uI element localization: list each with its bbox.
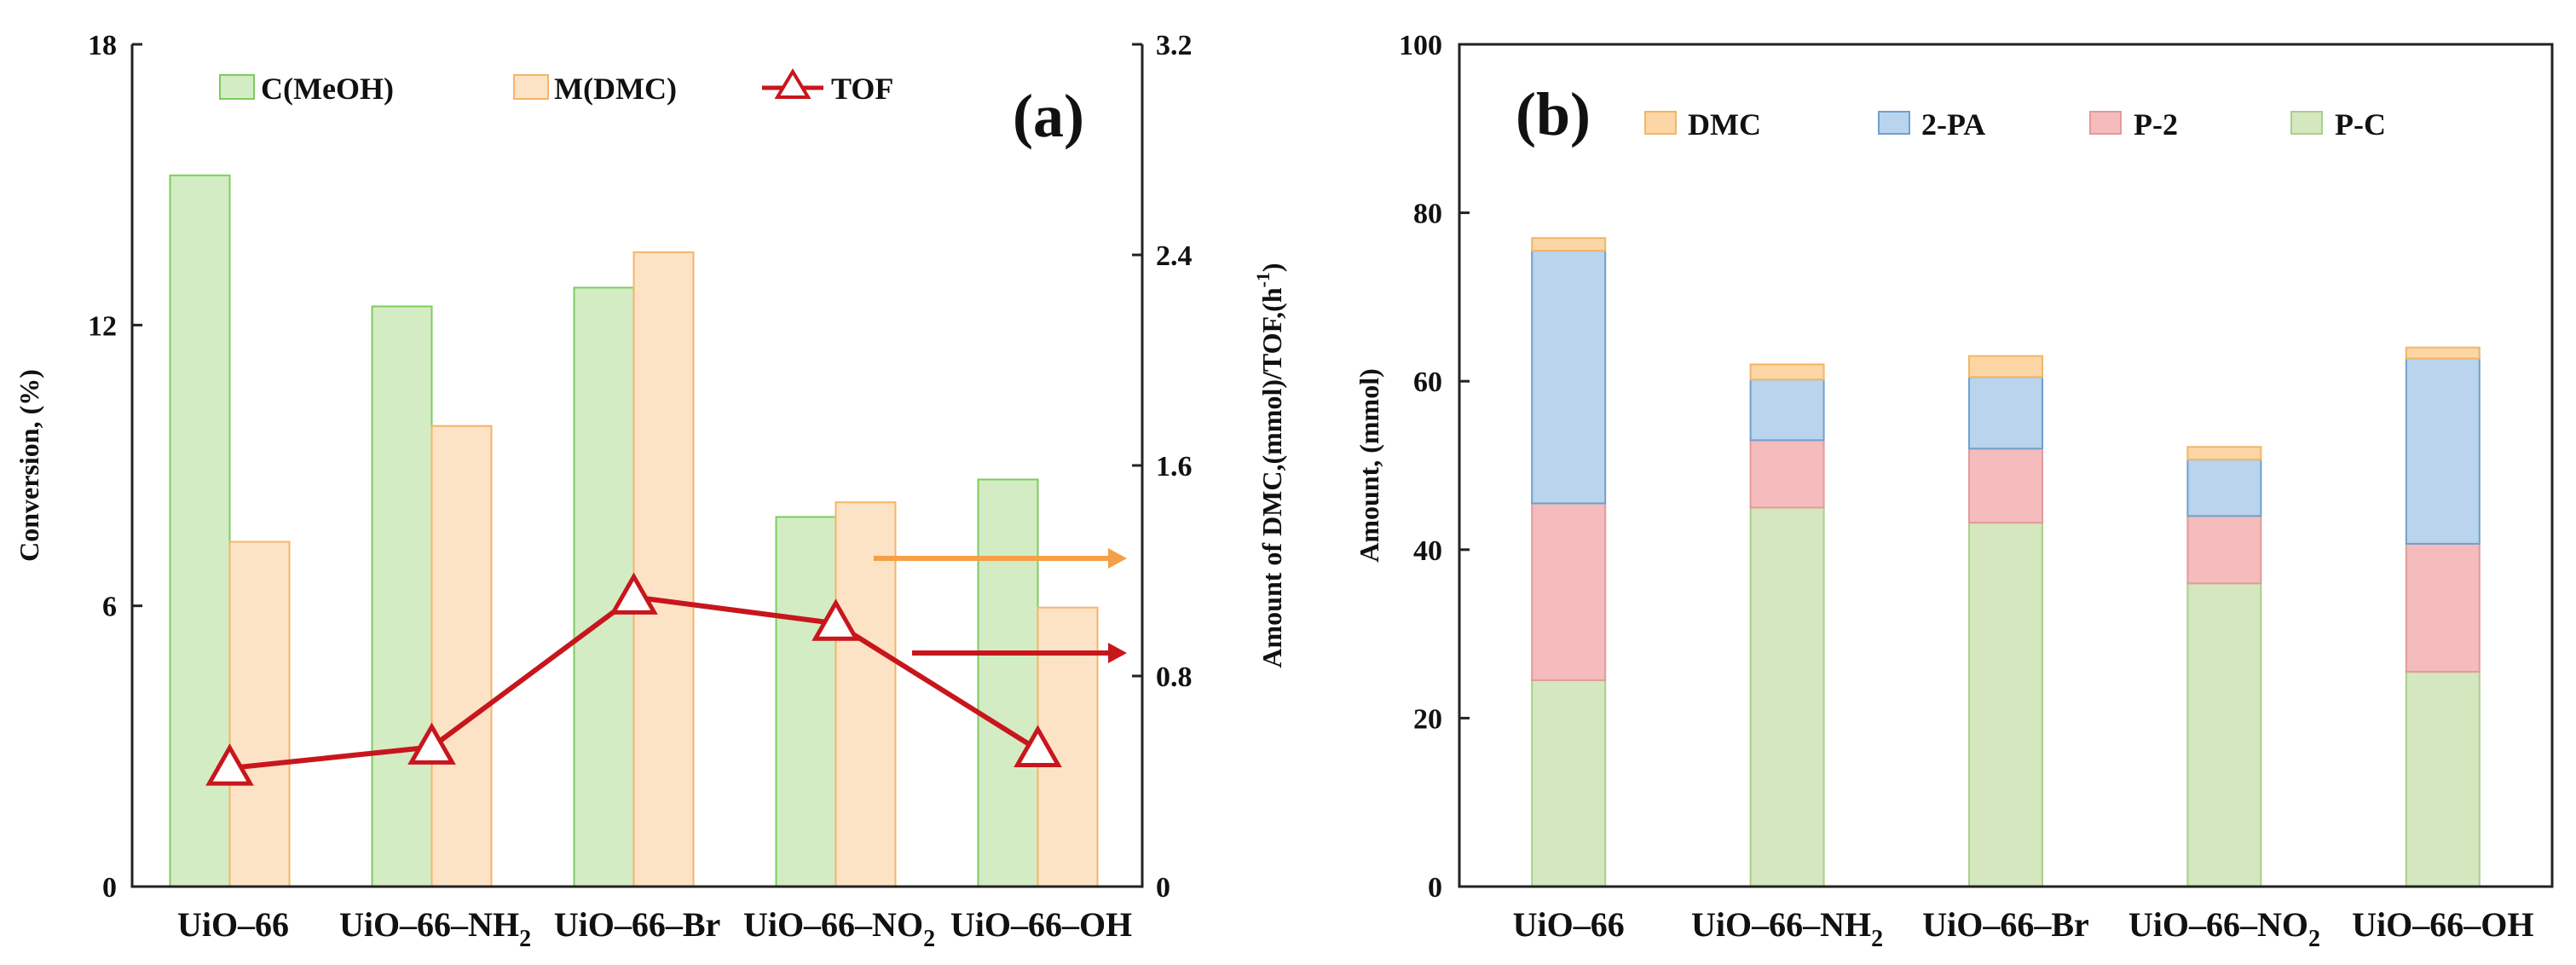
segment-p-2-uio-66-nh2 bbox=[1749, 439, 1825, 509]
segment-dmc-uio-66 bbox=[1531, 237, 1607, 252]
y2-tick-label-0-8: 0.8 bbox=[1156, 662, 1193, 693]
x-tick-label-uio-66-no2: UiO–66–NO2 bbox=[743, 905, 935, 952]
panel-b-frame bbox=[1458, 43, 2554, 888]
panel-a-bars bbox=[169, 174, 1099, 888]
bar-c-meoh-uio-66-br bbox=[573, 286, 635, 887]
segment-p-2-uio-66-br bbox=[1968, 448, 2043, 524]
segment-p-c-uio-66-no2 bbox=[2186, 582, 2262, 887]
b-y-tick-label-20: 20 bbox=[1413, 703, 1442, 735]
y-tick-label-18: 18 bbox=[88, 30, 117, 61]
tof-marker-uio-66-oh bbox=[1014, 725, 1062, 767]
panel-b-stacked-bars bbox=[1531, 237, 2481, 888]
legend-marker-tof bbox=[774, 68, 811, 99]
panel-a-axis-arrows bbox=[874, 548, 1127, 663]
b-x-tick-label-uio-66: UiO–66 bbox=[1513, 905, 1625, 944]
bar-m-dmc-uio-66-br bbox=[632, 251, 695, 888]
panel-a-y-axis-title: Conversion, (%) bbox=[14, 369, 44, 562]
segment-dmc-uio-66-oh bbox=[2405, 346, 2481, 360]
legend-label-p-2: P-2 bbox=[2134, 107, 2178, 142]
b-y-tick-label-0: 0 bbox=[1428, 872, 1442, 904]
orange-arrow-head bbox=[1108, 548, 1127, 569]
x-tick-label-uio-66: UiO–66 bbox=[177, 905, 289, 944]
segment-dmc-uio-66-no2 bbox=[2186, 446, 2262, 461]
bar-c-meoh-uio-66-nh2 bbox=[371, 305, 433, 887]
segment-p-c-uio-66-nh2 bbox=[1749, 506, 1825, 888]
panel-b-legend: DMC 2-PA P-2 P-C bbox=[1644, 107, 2386, 142]
x-tick-label-uio-66-oh: UiO–66–OH bbox=[950, 905, 1132, 944]
y2-tick-label-2-4: 2.4 bbox=[1156, 240, 1193, 272]
panel-a: 0 6 12 18 0 0.8 1.6 2.4 3.2 UiO–66 UiO–66–NH2 UiO… bbox=[14, 30, 1287, 952]
segment-2-pa-uio-66 bbox=[1531, 250, 1607, 505]
tof-marker-uio-66-no2 bbox=[811, 598, 860, 641]
legend-label-2-pa: 2-PA bbox=[1921, 107, 1985, 142]
segment-p-c-uio-66-oh bbox=[2405, 671, 2481, 887]
panel-a-legend: C(MeOH) M(DMC) TOF bbox=[219, 68, 893, 106]
tof-marker-uio-66-br bbox=[609, 572, 658, 615]
tof-marker-uio-66-nh2 bbox=[407, 722, 456, 765]
segment-p-2-uio-66-no2 bbox=[2186, 515, 2262, 585]
b-y-tick-label-80: 80 bbox=[1413, 199, 1442, 230]
panel-a-tof-line bbox=[205, 572, 1062, 786]
x-tick-label-uio-66-br: UiO–66–Br bbox=[554, 905, 721, 944]
panel-a-label: (a) bbox=[1013, 82, 1084, 150]
segment-dmc-uio-66-br bbox=[1968, 355, 2043, 378]
y-tick-label-0: 0 bbox=[102, 872, 117, 904]
panel-a-y2-axis-title: Amount of DMC,(mmol)/TOF,(h-1) bbox=[1252, 263, 1287, 667]
panel-b-y-axis-title: Amount, (mmol) bbox=[1354, 368, 1384, 563]
legend-swatch-p-2 bbox=[2089, 111, 2122, 135]
bar-c-meoh-uio-66-no2 bbox=[775, 516, 837, 888]
x-tick-label-uio-66-nh2: UiO–66–NH2 bbox=[339, 905, 531, 952]
red-arrow-head bbox=[1108, 643, 1127, 663]
segment-p-c-uio-66-br bbox=[1968, 522, 2043, 888]
segment-p-2-uio-66-oh bbox=[2405, 542, 2481, 673]
segment-2-pa-uio-66-no2 bbox=[2186, 459, 2262, 517]
segment-2-pa-uio-66-oh bbox=[2405, 357, 2481, 545]
segment-dmc-uio-66-nh2 bbox=[1749, 363, 1825, 381]
panel-b-label: (b) bbox=[1516, 80, 1591, 148]
b-y-tick-label-40: 40 bbox=[1413, 535, 1442, 567]
legend-label-c-meoh: C(MeOH) bbox=[261, 72, 394, 106]
b-y-tick-label-100: 100 bbox=[1399, 30, 1442, 61]
bar-m-dmc-uio-66-nh2 bbox=[430, 425, 493, 887]
panel-b: 0 20 40 60 80 100 UiO–66 UiO–66–NH2 UiO–66–Br Ui… bbox=[1354, 30, 2554, 952]
tof-marker-uio-66 bbox=[205, 743, 254, 786]
legend-swatch-p-c bbox=[2290, 111, 2323, 135]
legend-label-p-c: P-C bbox=[2335, 107, 2386, 142]
segment-p-c-uio-66 bbox=[1531, 679, 1607, 887]
legend-swatch-c-meoh bbox=[219, 74, 255, 100]
b-x-tick-label-uio-66-oh: UiO–66–OH bbox=[2352, 905, 2533, 944]
y2-tick-label-3-2: 3.2 bbox=[1156, 30, 1193, 61]
bar-m-dmc-uio-66 bbox=[228, 540, 291, 887]
segment-p-2-uio-66 bbox=[1531, 502, 1607, 681]
y2-tick-label-1-6: 1.6 bbox=[1156, 451, 1193, 482]
segment-2-pa-uio-66-nh2 bbox=[1749, 378, 1825, 442]
legend-label-tof: TOF bbox=[831, 72, 893, 106]
legend-swatch-dmc bbox=[1644, 111, 1677, 135]
b-y-tick-label-60: 60 bbox=[1413, 367, 1442, 398]
b-x-tick-label-uio-66-no2: UiO–66–NO2 bbox=[2128, 905, 2320, 952]
segment-2-pa-uio-66-br bbox=[1968, 376, 2043, 450]
legend-swatch-2-pa bbox=[1878, 111, 1910, 135]
y2-tick-label-0: 0 bbox=[1156, 872, 1170, 904]
legend-label-m-dmc: M(DMC) bbox=[554, 72, 677, 106]
legend-label-dmc: DMC bbox=[1688, 107, 1761, 142]
bar-m-dmc-uio-66-no2 bbox=[835, 501, 897, 887]
bar-c-meoh-uio-66-oh bbox=[977, 478, 1039, 887]
b-x-tick-label-uio-66-br: UiO–66–Br bbox=[1922, 905, 2089, 944]
y-tick-label-12: 12 bbox=[88, 310, 117, 342]
legend-swatch-m-dmc bbox=[513, 74, 549, 100]
y-tick-label-6: 6 bbox=[102, 592, 117, 623]
b-x-tick-label-uio-66-nh2: UiO–66–NH2 bbox=[1691, 905, 1883, 952]
